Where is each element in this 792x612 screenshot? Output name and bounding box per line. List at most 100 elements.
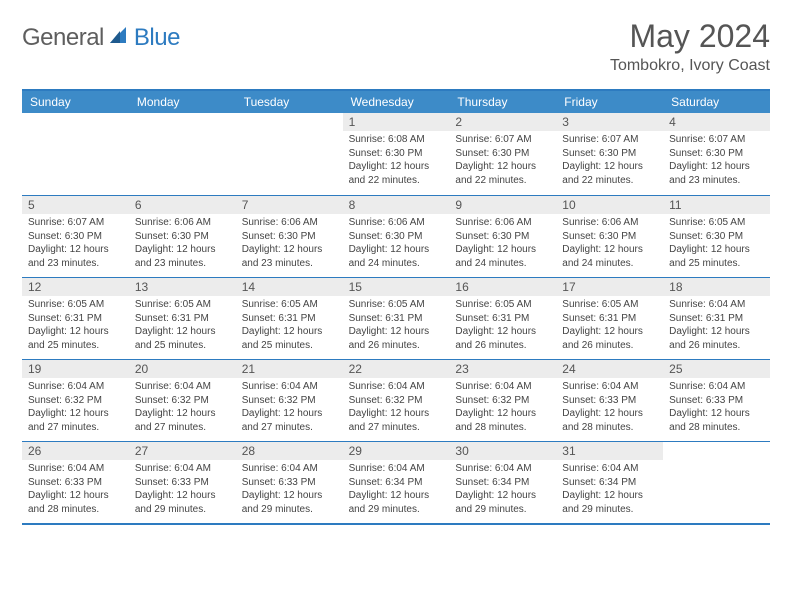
day-number: 3 (556, 113, 663, 131)
day-info: Sunrise: 6:04 AMSunset: 6:33 PMDaylight:… (129, 460, 236, 520)
calendar-cell: 19Sunrise: 6:04 AMSunset: 6:32 PMDayligh… (22, 359, 129, 441)
day-header: Sunday (22, 91, 129, 113)
day-info: Sunrise: 6:06 AMSunset: 6:30 PMDaylight:… (129, 214, 236, 274)
day-info: Sunrise: 6:04 AMSunset: 6:33 PMDaylight:… (236, 460, 343, 520)
calendar-cell: 30Sunrise: 6:04 AMSunset: 6:34 PMDayligh… (449, 441, 556, 523)
day-number: 22 (343, 360, 450, 378)
calendar-cell: 4Sunrise: 6:07 AMSunset: 6:30 PMDaylight… (663, 113, 770, 195)
calendar-cell: 15Sunrise: 6:05 AMSunset: 6:31 PMDayligh… (343, 277, 450, 359)
location: Tombokro, Ivory Coast (610, 57, 770, 75)
title-block: May 2024 Tombokro, Ivory Coast (610, 18, 770, 75)
day-info: Sunrise: 6:05 AMSunset: 6:31 PMDaylight:… (236, 296, 343, 356)
day-info: Sunrise: 6:04 AMSunset: 6:33 PMDaylight:… (663, 378, 770, 438)
day-info: Sunrise: 6:04 AMSunset: 6:33 PMDaylight:… (556, 378, 663, 438)
day-info: Sunrise: 6:04 AMSunset: 6:31 PMDaylight:… (663, 296, 770, 356)
day-info: Sunrise: 6:04 AMSunset: 6:32 PMDaylight:… (449, 378, 556, 438)
day-info: Sunrise: 6:05 AMSunset: 6:31 PMDaylight:… (343, 296, 450, 356)
day-number: 17 (556, 278, 663, 296)
day-number: 1 (343, 113, 450, 131)
calendar-cell: 22Sunrise: 6:04 AMSunset: 6:32 PMDayligh… (343, 359, 450, 441)
day-info: Sunrise: 6:07 AMSunset: 6:30 PMDaylight:… (556, 131, 663, 191)
calendar-cell: 8Sunrise: 6:06 AMSunset: 6:30 PMDaylight… (343, 195, 450, 277)
day-number (22, 113, 129, 131)
day-number: 28 (236, 442, 343, 460)
calendar-cell: 29Sunrise: 6:04 AMSunset: 6:34 PMDayligh… (343, 441, 450, 523)
calendar-cell: 23Sunrise: 6:04 AMSunset: 6:32 PMDayligh… (449, 359, 556, 441)
calendar-cell: 31Sunrise: 6:04 AMSunset: 6:34 PMDayligh… (556, 441, 663, 523)
calendar-cell: 3Sunrise: 6:07 AMSunset: 6:30 PMDaylight… (556, 113, 663, 195)
day-number: 20 (129, 360, 236, 378)
day-number: 25 (663, 360, 770, 378)
calendar-cell (22, 113, 129, 195)
day-number: 15 (343, 278, 450, 296)
day-info: Sunrise: 6:08 AMSunset: 6:30 PMDaylight:… (343, 131, 450, 191)
day-header: Tuesday (236, 91, 343, 113)
logo-word1: General (22, 24, 104, 52)
day-info: Sunrise: 6:06 AMSunset: 6:30 PMDaylight:… (343, 214, 450, 274)
day-header: Monday (129, 91, 236, 113)
day-number: 24 (556, 360, 663, 378)
calendar-cell: 10Sunrise: 6:06 AMSunset: 6:30 PMDayligh… (556, 195, 663, 277)
logo: General Blue (22, 18, 180, 52)
day-info: Sunrise: 6:04 AMSunset: 6:34 PMDaylight:… (343, 460, 450, 520)
day-number (663, 442, 770, 460)
calendar-cell: 2Sunrise: 6:07 AMSunset: 6:30 PMDaylight… (449, 113, 556, 195)
day-number: 13 (129, 278, 236, 296)
calendar-cell (663, 441, 770, 523)
calendar-cell: 9Sunrise: 6:06 AMSunset: 6:30 PMDaylight… (449, 195, 556, 277)
day-number: 12 (22, 278, 129, 296)
day-info: Sunrise: 6:07 AMSunset: 6:30 PMDaylight:… (449, 131, 556, 191)
day-number: 8 (343, 196, 450, 214)
day-number: 27 (129, 442, 236, 460)
day-number: 21 (236, 360, 343, 378)
day-number: 19 (22, 360, 129, 378)
day-number: 26 (22, 442, 129, 460)
calendar-cell: 20Sunrise: 6:04 AMSunset: 6:32 PMDayligh… (129, 359, 236, 441)
logo-word2: Blue (134, 24, 180, 52)
day-info: Sunrise: 6:06 AMSunset: 6:30 PMDaylight:… (449, 214, 556, 274)
day-header: Friday (556, 91, 663, 113)
calendar-cell: 12Sunrise: 6:05 AMSunset: 6:31 PMDayligh… (22, 277, 129, 359)
calendar-cell: 14Sunrise: 6:05 AMSunset: 6:31 PMDayligh… (236, 277, 343, 359)
day-info: Sunrise: 6:06 AMSunset: 6:30 PMDaylight:… (556, 214, 663, 274)
calendar-cell: 25Sunrise: 6:04 AMSunset: 6:33 PMDayligh… (663, 359, 770, 441)
day-number: 23 (449, 360, 556, 378)
day-number: 10 (556, 196, 663, 214)
day-info: Sunrise: 6:04 AMSunset: 6:34 PMDaylight:… (556, 460, 663, 520)
day-number: 14 (236, 278, 343, 296)
day-number: 6 (129, 196, 236, 214)
logo-sail-icon (108, 25, 130, 52)
day-info: Sunrise: 6:04 AMSunset: 6:33 PMDaylight:… (22, 460, 129, 520)
day-header: Saturday (663, 91, 770, 113)
day-header: Wednesday (343, 91, 450, 113)
day-header: Thursday (449, 91, 556, 113)
calendar-grid: SundayMondayTuesdayWednesdayThursdayFrid… (22, 89, 770, 525)
day-info: Sunrise: 6:04 AMSunset: 6:32 PMDaylight:… (129, 378, 236, 438)
calendar-cell: 7Sunrise: 6:06 AMSunset: 6:30 PMDaylight… (236, 195, 343, 277)
calendar-cell: 18Sunrise: 6:04 AMSunset: 6:31 PMDayligh… (663, 277, 770, 359)
page-title: May 2024 (610, 18, 770, 55)
day-info: Sunrise: 6:05 AMSunset: 6:31 PMDaylight:… (556, 296, 663, 356)
calendar-cell: 13Sunrise: 6:05 AMSunset: 6:31 PMDayligh… (129, 277, 236, 359)
day-number: 5 (22, 196, 129, 214)
calendar-cell: 26Sunrise: 6:04 AMSunset: 6:33 PMDayligh… (22, 441, 129, 523)
day-info: Sunrise: 6:06 AMSunset: 6:30 PMDaylight:… (236, 214, 343, 274)
day-number (129, 113, 236, 131)
calendar-cell: 11Sunrise: 6:05 AMSunset: 6:30 PMDayligh… (663, 195, 770, 277)
calendar-cell: 5Sunrise: 6:07 AMSunset: 6:30 PMDaylight… (22, 195, 129, 277)
day-info: Sunrise: 6:05 AMSunset: 6:31 PMDaylight:… (129, 296, 236, 356)
calendar-cell: 6Sunrise: 6:06 AMSunset: 6:30 PMDaylight… (129, 195, 236, 277)
day-number: 18 (663, 278, 770, 296)
day-number (236, 113, 343, 131)
day-info: Sunrise: 6:07 AMSunset: 6:30 PMDaylight:… (663, 131, 770, 191)
day-info: Sunrise: 6:04 AMSunset: 6:32 PMDaylight:… (236, 378, 343, 438)
calendar-cell: 21Sunrise: 6:04 AMSunset: 6:32 PMDayligh… (236, 359, 343, 441)
day-info: Sunrise: 6:05 AMSunset: 6:30 PMDaylight:… (663, 214, 770, 274)
day-number: 11 (663, 196, 770, 214)
day-number: 9 (449, 196, 556, 214)
day-number: 16 (449, 278, 556, 296)
header: General Blue May 2024 Tombokro, Ivory Co… (22, 18, 770, 75)
day-info: Sunrise: 6:04 AMSunset: 6:32 PMDaylight:… (343, 378, 450, 438)
day-number: 31 (556, 442, 663, 460)
calendar-cell (129, 113, 236, 195)
